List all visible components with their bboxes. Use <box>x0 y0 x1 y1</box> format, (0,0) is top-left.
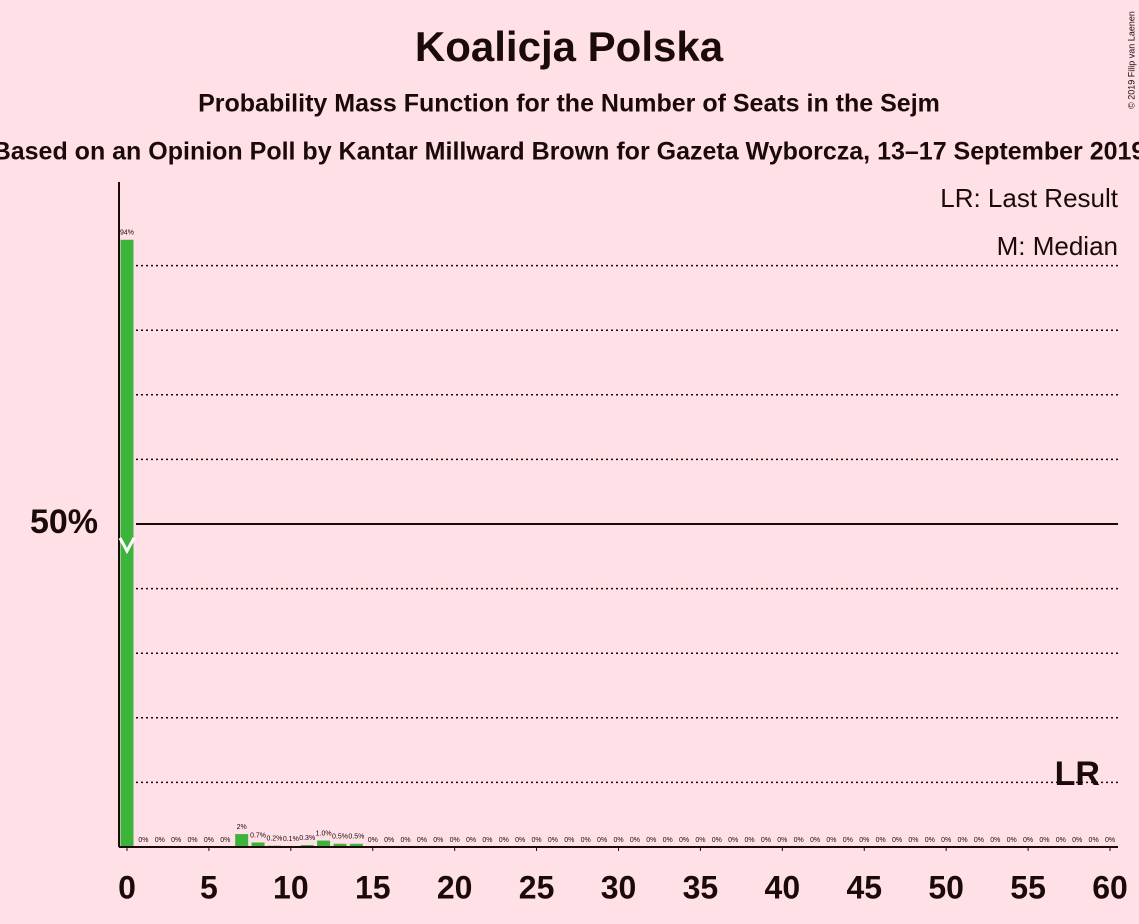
value-label: 0% <box>433 837 443 844</box>
x-tick-label: 20 <box>437 869 473 905</box>
value-label: 1.0% <box>316 830 332 837</box>
chart-title: Koalicja Polska <box>415 23 724 70</box>
x-tick-label: 30 <box>601 869 637 905</box>
value-label: 0% <box>728 837 738 844</box>
value-label: 0% <box>155 837 165 844</box>
value-label: 0% <box>171 837 181 844</box>
value-label: 0% <box>581 837 591 844</box>
y-tick-label: 50% <box>30 503 98 541</box>
legend-entry: LR: Last Result <box>940 183 1119 213</box>
value-label: 0.3% <box>299 835 315 842</box>
value-label: 0% <box>482 837 492 844</box>
value-label: 0% <box>941 837 951 844</box>
value-label: 0% <box>794 837 804 844</box>
x-tick-label: 10 <box>273 869 309 905</box>
value-label: 0% <box>548 837 558 844</box>
value-label: 0% <box>1105 837 1115 844</box>
value-label: 0% <box>761 837 771 844</box>
value-label: 0% <box>597 837 607 844</box>
x-tick-label: 45 <box>846 869 882 905</box>
last-result-label: LR <box>1055 755 1100 793</box>
x-tick-label: 50 <box>928 869 964 905</box>
value-label: 0% <box>532 837 542 844</box>
value-label: 0% <box>810 837 820 844</box>
x-tick-label: 55 <box>1010 869 1046 905</box>
median-marker <box>118 537 136 555</box>
value-label: 0.5% <box>332 834 348 841</box>
x-tick-label: 40 <box>765 869 801 905</box>
value-label: 0.1% <box>283 836 299 843</box>
value-label: 0% <box>1056 837 1066 844</box>
value-label: 0% <box>138 837 148 844</box>
value-label: 0% <box>450 837 460 844</box>
value-label: 0% <box>679 837 689 844</box>
value-label: 0% <box>1007 837 1017 844</box>
value-label: 0% <box>908 837 918 844</box>
value-label: 0% <box>630 837 640 844</box>
value-label: 0% <box>1039 837 1049 844</box>
value-label: 0.5% <box>348 834 364 841</box>
chart-source: Based on an Opinion Poll by Kantar Millw… <box>0 138 1139 166</box>
bar <box>235 834 249 847</box>
chart-subtitle: Probability Mass Function for the Number… <box>198 90 940 118</box>
x-tick-label: 15 <box>355 869 391 905</box>
value-label: 0% <box>712 837 722 844</box>
value-label: 0% <box>515 837 525 844</box>
value-label: 0% <box>187 837 197 844</box>
x-tick-label: 5 <box>200 869 218 905</box>
x-tick-label: 35 <box>683 869 719 905</box>
value-label: 0% <box>695 837 705 844</box>
value-label: 0% <box>613 837 623 844</box>
bar <box>317 840 331 847</box>
value-label: 94% <box>120 230 134 237</box>
value-label: 0.7% <box>250 832 266 839</box>
bar <box>333 843 347 847</box>
value-label: 0% <box>892 837 902 844</box>
value-label: 0% <box>826 837 836 844</box>
value-label: 0% <box>368 837 378 844</box>
value-label: 0% <box>876 837 886 844</box>
bar <box>251 842 265 847</box>
bar <box>120 239 134 847</box>
value-label: 0% <box>1023 837 1033 844</box>
value-label: 0% <box>384 837 394 844</box>
copyright: © 2019 Filip van Laenen <box>1126 11 1136 109</box>
value-label: 0% <box>843 837 853 844</box>
x-tick-label: 25 <box>519 869 555 905</box>
value-label: 0% <box>400 837 410 844</box>
value-label: 0% <box>974 837 984 844</box>
bar <box>349 843 363 847</box>
value-label: 0% <box>220 837 230 844</box>
value-label: 0% <box>1089 837 1099 844</box>
value-label: 0% <box>1072 837 1082 844</box>
value-label: 0% <box>646 837 656 844</box>
legend-entry: M: Median <box>997 231 1118 261</box>
value-label: 0.2% <box>266 836 282 843</box>
value-label: 0% <box>204 837 214 844</box>
value-label: 0% <box>990 837 1000 844</box>
value-label: 0% <box>777 837 787 844</box>
value-label: 0% <box>564 837 574 844</box>
value-label: 0% <box>663 837 673 844</box>
value-label: 2% <box>237 824 247 831</box>
value-label: 0% <box>466 837 476 844</box>
value-label: 0% <box>499 837 509 844</box>
value-label: 0% <box>957 837 967 844</box>
value-label: 0% <box>859 837 869 844</box>
value-label: 0% <box>925 837 935 844</box>
value-label: 0% <box>417 837 427 844</box>
x-tick-label: 0 <box>118 869 136 905</box>
value-label: 0% <box>745 837 755 844</box>
x-tick-label: 60 <box>1092 869 1128 905</box>
